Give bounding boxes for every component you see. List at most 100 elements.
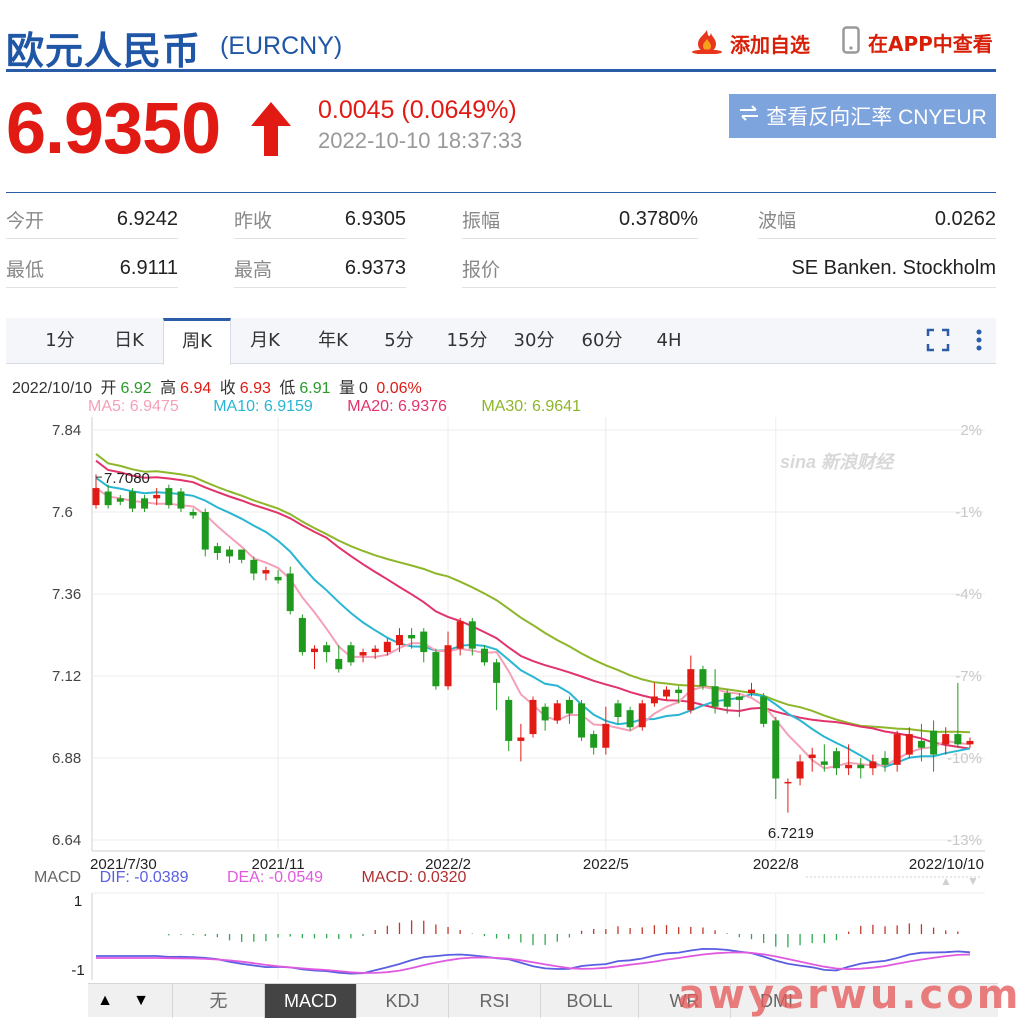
stat-range: 波幅 0.0262 [758, 201, 996, 239]
candle-body [881, 758, 889, 765]
candle-body [942, 734, 950, 745]
candle-body [226, 549, 234, 557]
tab-4h[interactable]: 4H [656, 330, 682, 351]
swap-icon [738, 104, 760, 128]
info-low-label: 低 [279, 380, 296, 397]
period-tabs: 1分 日K 周K 月K 年K 5分 15分 30分 60分 4H [6, 318, 996, 365]
candle-body [165, 488, 173, 506]
info-open-label: 开 [100, 380, 117, 397]
annotation-label: 7.7080 [104, 470, 150, 487]
info-vol-label: 量 [338, 380, 355, 397]
stat-label: 最高 [234, 259, 273, 281]
stat-low: 最低 6.9111 [6, 250, 178, 288]
candle-body [92, 488, 100, 506]
macd-y-tick: -1 [71, 962, 84, 979]
dif-line [96, 947, 971, 975]
candle-body [517, 737, 525, 741]
y-tick-label: 6.64 [52, 832, 81, 849]
x-tick-label: 2021/7/30 [90, 856, 157, 873]
kline-chart[interactable]: 7.84 2% 7.6 -1% 7.36 -4% 7.12 -7% 6.88 -10% 6.64 -1… [0, 415, 1027, 983]
tab-5min[interactable]: 5分 [384, 330, 414, 351]
more-options-icon[interactable] [976, 329, 982, 356]
tab-dmi[interactable]: DMI [730, 984, 822, 1018]
candle-body [772, 720, 780, 779]
stat-prev-close: 昨收 6.9305 [234, 201, 406, 239]
info-high-label: 高 [160, 380, 177, 397]
chart-tools [926, 328, 982, 357]
candle-body [213, 546, 221, 553]
candle-body [966, 740, 974, 745]
scroll-down-hint-icon: ▼ [967, 874, 979, 888]
tab-kdj[interactable]: KDJ [356, 984, 448, 1018]
tab-30min[interactable]: 30分 [513, 330, 555, 351]
candle-body [141, 498, 149, 509]
reverse-rate-button[interactable]: 查看反向汇率 CNYEUR [729, 94, 996, 138]
tab-macd[interactable]: MACD [264, 984, 356, 1018]
y-tick-label: 7.84 [52, 422, 81, 439]
add-watchlist-button[interactable]: 添加自选 [690, 28, 810, 59]
pct-tick-label: 2% [960, 422, 982, 439]
candle-body [735, 696, 743, 700]
flame-icon [690, 28, 724, 59]
candle-body [650, 696, 658, 704]
candle-body [189, 512, 197, 516]
stat-label: 报价 [462, 259, 501, 281]
tab-1min[interactable]: 1分 [45, 330, 75, 351]
candle-body [493, 662, 501, 683]
candle-body [408, 635, 416, 639]
stat-value: 0.3780% [619, 208, 698, 230]
candle-body [286, 573, 294, 612]
tab-wr[interactable]: WR [638, 984, 730, 1018]
tab-rsi[interactable]: RSI [448, 984, 540, 1018]
candle-body [104, 491, 112, 506]
candle-body [760, 696, 768, 724]
candle-body [238, 549, 246, 560]
dif-label: DIF: -0.0389 [99, 869, 189, 886]
quote-time: 2022-10-10 18:37:33 [318, 128, 523, 153]
candle-body [723, 693, 731, 707]
candle-body [711, 686, 719, 707]
scroll-up-hint-icon: ▲ [940, 874, 952, 888]
stat-value: SE Banken. Stockholm [791, 257, 996, 279]
candle-body [602, 723, 610, 748]
stat-value: 6.9305 [344, 208, 406, 230]
info-vol: 0 [358, 380, 368, 397]
ma10-line [95, 476, 971, 768]
fullscreen-icon[interactable] [926, 328, 950, 357]
candle-body [565, 699, 573, 714]
tab-60min[interactable]: 60分 [581, 330, 623, 351]
page-title: 欧元人民币 [6, 29, 202, 73]
stat-quote-source: 报价 SE Banken. Stockholm [462, 250, 996, 288]
candle-body [857, 764, 865, 769]
stat-label: 昨收 [234, 210, 273, 232]
candle-body [845, 764, 853, 769]
candle-body [529, 699, 537, 735]
candle-body [675, 689, 683, 694]
candle-body [808, 754, 816, 758]
phone-icon [842, 26, 860, 59]
tab-monthly-k[interactable]: 月K [250, 330, 280, 351]
candle-body [553, 703, 561, 721]
page-header: 欧元人民币 (EURCNY) 添加自选 在APP中查看 [6, 10, 996, 73]
candle-body [468, 621, 476, 649]
tab-weekly-k[interactable]: 周K [163, 318, 231, 365]
tab-15min[interactable]: 15分 [446, 330, 488, 351]
stat-value: 6.9111 [119, 257, 178, 279]
stat-label: 今开 [6, 210, 45, 232]
candle-body [153, 494, 161, 499]
tab-yearly-k[interactable]: 年K [318, 330, 348, 351]
ma20-label: MA20: 6.9376 [347, 398, 447, 415]
sina-logo: sina 新浪财经 [780, 452, 896, 472]
scroll-down-button[interactable]: ▼ [133, 992, 149, 1009]
candle-body [796, 761, 804, 779]
candle-body [274, 576, 282, 581]
tab-none[interactable]: 无 [172, 984, 264, 1018]
view-in-app-button[interactable]: 在APP中查看 [842, 26, 993, 59]
ticker-code: (EURCNY) [220, 32, 343, 60]
scroll-up-button[interactable]: ▲ [97, 992, 113, 1009]
tab-daily-k[interactable]: 日K [114, 330, 144, 351]
pct-tick-label: -7% [955, 668, 982, 685]
candle-body [748, 689, 755, 694]
tab-boll[interactable]: BOLL [540, 984, 638, 1018]
